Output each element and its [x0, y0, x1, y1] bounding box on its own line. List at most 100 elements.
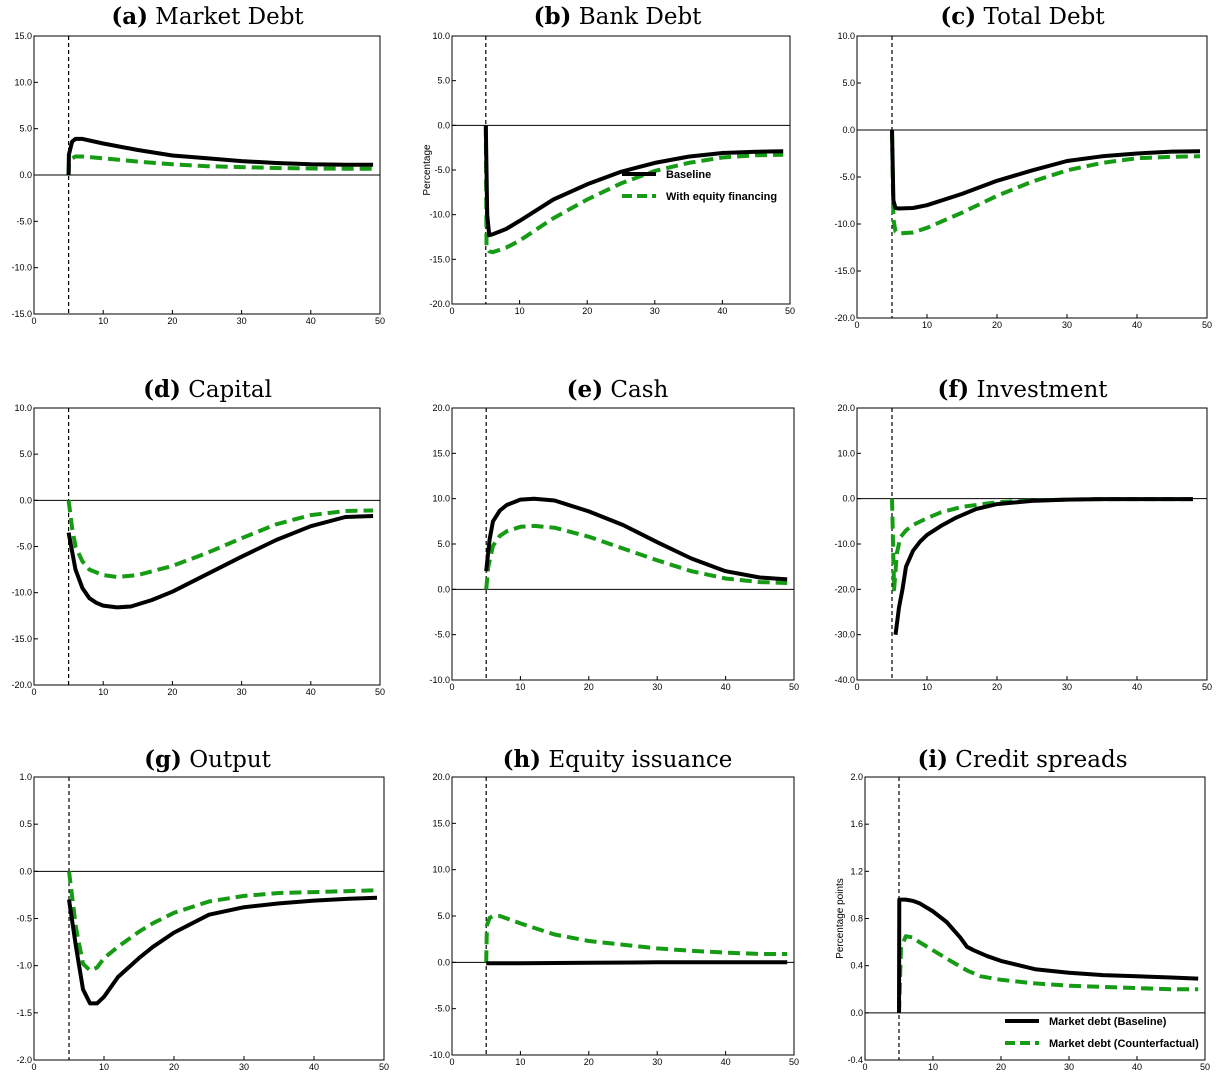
- legend-label-baseline: Baseline: [666, 169, 711, 181]
- y-tick-label: 1.6: [850, 819, 863, 829]
- y-tick-label: -1.5: [16, 1008, 32, 1018]
- y-tick-label: 0.0: [19, 866, 32, 876]
- panel-name: Equity issuance: [548, 747, 733, 773]
- x-tick-label: 0: [862, 1062, 867, 1072]
- y-tick-label: 5.0: [19, 449, 32, 459]
- panel-credit-spreads: (i) Credit spreads 0 10 20 30 40 50 -0.4 0.0 0.4…: [825, 745, 1220, 1073]
- series-line-baseline: [890, 129, 1201, 211]
- y-tick-label: -5.0: [839, 172, 855, 182]
- panel-equity-issuance: (h) Equity issuance 0 10 20 30 40 50 -10.0 -5.0…: [420, 745, 815, 1073]
- y-tick-label: 10.0: [14, 403, 32, 413]
- x-tick-label: 40: [1132, 682, 1142, 692]
- y-tick-label: -40.0: [834, 675, 855, 685]
- panel-label: (b): [533, 3, 572, 30]
- y-tick-label: 0.0: [842, 125, 855, 135]
- y-tick-label: -5.0: [434, 630, 450, 640]
- panel-name: Market Debt: [155, 4, 304, 30]
- y-tick-label: 10.0: [837, 31, 855, 41]
- y-tick-label: 5.0: [437, 76, 450, 86]
- x-tick-label: 20: [992, 682, 1002, 692]
- plot-frame: [856, 35, 1208, 319]
- chart-svg: 0 10 20 30 40 50 -10.0 -5.0 0.0 5.0 10.0 15.0 20.0: [429, 403, 799, 692]
- x-tick-label: 40: [721, 682, 731, 692]
- y-tick-label: 20.0: [837, 403, 855, 413]
- y-tick-label: -10.0: [11, 263, 32, 273]
- y-tick-label: 0.0: [842, 494, 855, 504]
- legend-label-counterfactual: With equity financing: [666, 191, 777, 203]
- legend-label-counterfactual: Market debt (Counterfactual): [1049, 1038, 1199, 1050]
- y-tick-label: 2.0: [850, 772, 863, 782]
- panel-title: (d) Capital: [10, 375, 405, 405]
- panel-label: (d): [143, 376, 181, 403]
- y-tick-label: -0.5: [16, 914, 32, 924]
- x-tick-label: 30: [1064, 1062, 1074, 1072]
- y-tick-label: 5.0: [437, 539, 450, 549]
- y-tick-label: 10.0: [432, 865, 450, 875]
- plot-frame: [33, 776, 385, 1061]
- x-tick-label: 20: [169, 1062, 179, 1072]
- y-tick-label: 15.0: [14, 31, 32, 41]
- x-tick-label: 50: [375, 316, 385, 326]
- y-tick-label: -10.0: [11, 588, 32, 598]
- y-tick-label: 10.0: [432, 494, 450, 504]
- panel-label: (h): [502, 746, 542, 773]
- x-tick-label: 30: [652, 682, 662, 692]
- x-tick-label: 50: [379, 1062, 389, 1072]
- panel-name: Total Debt: [983, 4, 1105, 30]
- y-tick-label: 5.0: [19, 124, 32, 134]
- y-tick-label: 10.0: [837, 448, 855, 458]
- x-tick-label: 50: [1200, 1062, 1210, 1072]
- y-tick-label: -5.0: [434, 1004, 450, 1014]
- series-line-counterfactual: [484, 914, 788, 963]
- panel-cash: (e) Cash 0 10 20 30 40 50 -10.0 -5.0 0.0 5.0 10.0 1…: [420, 375, 815, 705]
- x-tick-label: 0: [449, 306, 454, 316]
- x-tick-label: 30: [237, 316, 247, 326]
- x-tick-label: 50: [789, 682, 799, 692]
- y-tick-label: 0.0: [850, 1008, 863, 1018]
- y-tick-label: 20.0: [432, 403, 450, 413]
- series-line-counterfactual: [66, 500, 374, 579]
- y-tick-label: 0.8: [850, 914, 863, 924]
- panel-market-debt: (a) Market Debt 0 10 20 30 40 50 -15.0 -10.0 -5.…: [10, 2, 405, 332]
- y-tick-label: -15.0: [834, 266, 855, 276]
- x-tick-label: 40: [306, 687, 316, 697]
- panel-name: Capital: [188, 377, 272, 403]
- panel-investment: (f) Investment 0 10 20 30 40 50 -40.0 -30.0 -20.…: [825, 375, 1220, 705]
- x-tick-label: 10: [98, 687, 108, 697]
- series-line-baseline: [67, 895, 378, 1006]
- x-tick-label: 20: [996, 1062, 1006, 1072]
- y-tick-label: -1.0: [16, 961, 32, 971]
- x-tick-label: 10: [98, 316, 108, 326]
- x-tick-label: 30: [239, 1062, 249, 1072]
- panel-label: (e): [566, 376, 604, 403]
- x-tick-label: 50: [785, 306, 795, 316]
- series-line-counterfactual: [484, 523, 788, 590]
- y-tick-label: 0.5: [19, 819, 32, 829]
- panel-label: (f): [937, 376, 970, 403]
- series-line-baseline: [897, 897, 1199, 1013]
- panel-title: (c) Total Debt: [825, 2, 1220, 32]
- x-tick-label: 10: [515, 1057, 525, 1067]
- y-tick-label: -5.0: [434, 165, 450, 175]
- x-tick-label: 40: [1132, 320, 1142, 330]
- panel-name: Output: [189, 747, 271, 773]
- panel-title: (g) Output: [10, 745, 405, 775]
- x-tick-label: 30: [237, 687, 247, 697]
- y-tick-label: 15.0: [432, 448, 450, 458]
- y-tick-label: -10.0: [429, 1050, 450, 1060]
- chart-svg: 0 10 20 30 40 50 -0.4 0.0 0.4 0.8 1.2 1.6 2.0 Percent…: [835, 772, 1210, 1072]
- chart-svg: 0 10 20 30 40 50 -15.0 -10.0 -5.0 0.0 5.0 10.0 15.0: [11, 31, 385, 326]
- legend-label-baseline: Market debt (Baseline): [1049, 1016, 1167, 1028]
- panel-label: (a): [111, 3, 148, 30]
- x-tick-label: 10: [515, 682, 525, 692]
- y-tick-label: -10.0: [834, 219, 855, 229]
- x-tick-label: 50: [1202, 320, 1212, 330]
- panel-label: (c): [940, 3, 977, 30]
- x-tick-label: 30: [652, 1057, 662, 1067]
- x-tick-label: 0: [854, 320, 859, 330]
- y-tick-label: -5.0: [16, 216, 32, 226]
- y-tick-label: 0.0: [19, 170, 32, 180]
- y-tick-label: 20.0: [432, 772, 450, 782]
- x-tick-label: 40: [1132, 1062, 1142, 1072]
- series-line-baseline: [66, 514, 374, 610]
